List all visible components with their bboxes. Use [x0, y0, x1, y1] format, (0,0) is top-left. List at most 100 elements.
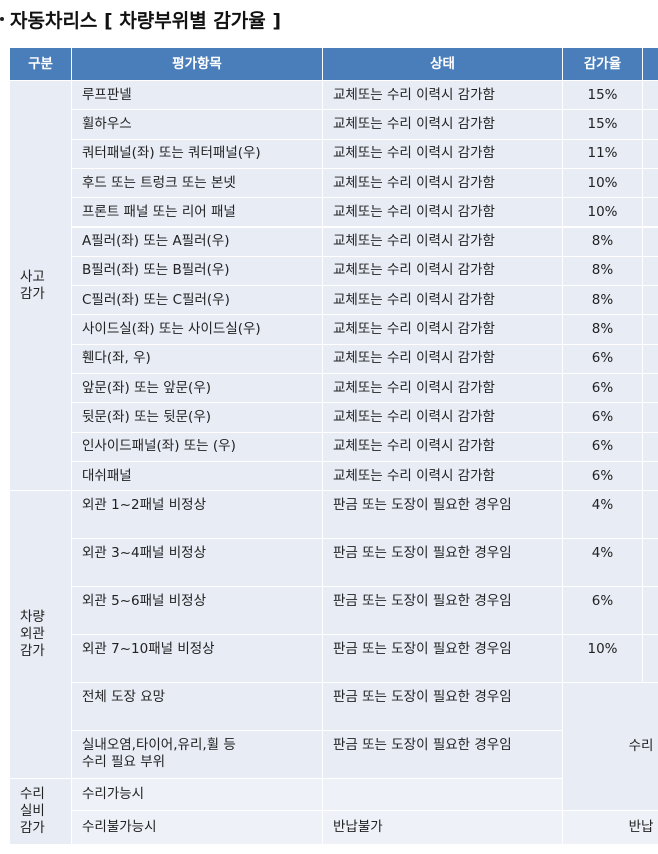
state-cell-text: 교체또는 수리 이력시 감가함 — [333, 262, 495, 279]
state-cell-text: 교체또는 수리 이력시 감가함 — [333, 203, 495, 220]
extra-cell — [643, 374, 658, 404]
extra-cell — [643, 198, 658, 228]
header-cell — [643, 48, 658, 81]
item-cell: 수리가능시 — [72, 779, 323, 812]
item-cell-text: 외관 7~10패널 비정상 — [82, 641, 215, 658]
state-cell-text: 교체또는 수리 이력시 감가함 — [333, 467, 495, 484]
header-cell-text: 감가율 — [583, 55, 622, 72]
state-cell: 교체또는 수리 이력시 감가함 — [323, 344, 563, 374]
state-cell: 교체또는 수리 이력시 감가함 — [323, 286, 563, 316]
item-cell-text: 루프판넬 — [82, 86, 132, 103]
state-cell-text: 교체또는 수리 이력시 감가함 — [333, 321, 495, 338]
rate-cell: 6% — [563, 587, 643, 636]
state-cell: 교체또는 수리 이력시 감가함 — [323, 315, 563, 345]
item-cell: 대쉬패널 — [72, 461, 323, 492]
item-cell: 인사이드패널(좌) 또는 (우) — [72, 432, 323, 462]
rate-cell-text: 10% — [587, 203, 618, 220]
extra-cell — [643, 432, 658, 462]
rate-cell: 10% — [563, 198, 643, 228]
item-cell: 휠하우스 — [72, 110, 323, 140]
state-cell: 교체또는 수리 이력시 감가함 — [323, 139, 563, 169]
rate-cell-text: 10% — [587, 174, 618, 191]
merged-cell: 반납 — [563, 811, 658, 846]
item-cell: B필러(좌) 또는 B필러(우) — [72, 256, 323, 287]
item-cell: 쿼터패널(좌) 또는 쿼터패널(우) — [72, 139, 323, 169]
group-cell: 차량 외관 감가 — [10, 491, 72, 780]
header-cell: 구분 — [10, 48, 72, 81]
rate-cell-text: 4% — [591, 497, 614, 514]
rate-cell: 8% — [563, 227, 643, 257]
item-cell: 외관 7~10패널 비정상 — [72, 635, 323, 684]
header-cell: 평가항목 — [72, 48, 323, 81]
item-cell: 프론트 패널 또는 리어 패널 — [72, 198, 323, 228]
item-cell: 수리불가능시 — [72, 811, 323, 846]
extra-cell — [643, 539, 658, 588]
extra-cell — [643, 461, 658, 492]
state-cell: 반납불가 — [323, 811, 563, 846]
state-cell: 교체또는 수리 이력시 감가함 — [323, 374, 563, 404]
extra-cell — [643, 344, 658, 374]
item-cell-text: 프론트 패널 또는 리어 패널 — [82, 203, 236, 220]
rate-cell-text: 8% — [591, 233, 614, 250]
header-cell-text: 구분 — [28, 55, 53, 72]
item-cell-text: 외관 3~4패널 비정상 — [82, 545, 207, 562]
item-cell: A필러(좌) 또는 A필러(우) — [72, 227, 323, 257]
rate-cell-text: 6% — [591, 379, 614, 396]
extra-cell — [643, 256, 658, 287]
rate-cell-text: 8% — [591, 262, 614, 279]
extra-cell — [643, 315, 658, 345]
item-cell: 루프판넬 — [72, 81, 323, 111]
rate-cell-text: 11% — [587, 145, 618, 162]
rate-cell-text: 6% — [591, 408, 614, 425]
item-cell: 휀다(좌, 우) — [72, 344, 323, 374]
state-cell-text: 판금 또는 도장이 필요한 경우임 — [333, 545, 512, 562]
item-cell-text: C필러(좌) 또는 C필러(우) — [82, 291, 230, 308]
state-cell: 판금 또는 도장이 필요한 경우임 — [323, 683, 563, 732]
item-cell-text: 외관 1~2패널 비정상 — [82, 497, 207, 514]
item-cell: 외관 5~6패널 비정상 — [72, 587, 323, 636]
state-cell-text: 교체또는 수리 이력시 감가함 — [333, 174, 495, 191]
rate-cell-text: 6% — [591, 467, 614, 484]
extra-cell — [643, 110, 658, 140]
item-cell-text: 뒷문(좌) 또는 뒷문(우) — [82, 408, 212, 425]
item-cell-text: 쿼터패널(좌) 또는 쿼터패널(우) — [82, 145, 261, 162]
header-cell-text: 평가항목 — [172, 55, 222, 72]
header-cell: 감가율 — [563, 48, 643, 81]
rate-cell: 11% — [563, 139, 643, 169]
state-cell-text: 교체또는 수리 이력시 감가함 — [333, 291, 495, 308]
group-cell: 수리 실비 감가 — [10, 779, 72, 846]
state-cell: 판금 또는 도장이 필요한 경우임 — [323, 587, 563, 636]
rate-cell-text: 10% — [587, 641, 618, 658]
item-cell: 후드 또는 트렁크 또는 본넷 — [72, 168, 323, 199]
item-cell-text: 후드 또는 트렁크 또는 본넷 — [82, 174, 236, 191]
item-cell-text: 외관 5~6패널 비정상 — [82, 593, 207, 610]
extra-cell — [643, 491, 658, 540]
rate-cell-text: 6% — [591, 593, 614, 610]
rate-cell: 15% — [563, 110, 643, 140]
state-cell-text: 판금 또는 도장이 필요한 경우임 — [333, 737, 512, 754]
state-cell: 교체또는 수리 이력시 감가함 — [323, 432, 563, 462]
item-cell-text: 실내오염,타이어,유리,휠 등 수리 필요 부위 — [82, 737, 236, 771]
item-cell-text: 수리가능시 — [82, 786, 145, 803]
group-cell: 사고 감가 — [10, 81, 72, 492]
state-cell: 교체또는 수리 이력시 감가함 — [323, 168, 563, 199]
rate-cell-text: 4% — [591, 545, 614, 562]
item-cell-text: 사이드실(좌) 또는 사이드실(우) — [82, 321, 261, 338]
rate-cell-text: 15% — [587, 86, 618, 103]
bullet — [0, 17, 4, 21]
item-cell-text: B필러(좌) 또는 B필러(우) — [82, 262, 230, 279]
item-cell-text: A필러(좌) 또는 A필러(우) — [82, 233, 230, 250]
state-cell-text: 판금 또는 도장이 필요한 경우임 — [333, 593, 512, 610]
group-cell-text: 사고 감가 — [20, 268, 45, 302]
item-cell-text: 휀다(좌, 우) — [82, 350, 151, 367]
rate-cell: 6% — [563, 432, 643, 462]
state-cell-text: 교체또는 수리 이력시 감가함 — [333, 379, 495, 396]
state-cell-text: 교체또는 수리 이력시 감가함 — [333, 438, 495, 455]
rate-cell: 8% — [563, 256, 643, 287]
rate-cell: 6% — [563, 374, 643, 404]
item-cell-text: 앞문(좌) 또는 앞문(우) — [82, 379, 212, 396]
state-cell: 교체또는 수리 이력시 감가함 — [323, 403, 563, 433]
state-cell-text: 교체또는 수리 이력시 감가함 — [333, 145, 495, 162]
rate-cell: 10% — [563, 168, 643, 199]
